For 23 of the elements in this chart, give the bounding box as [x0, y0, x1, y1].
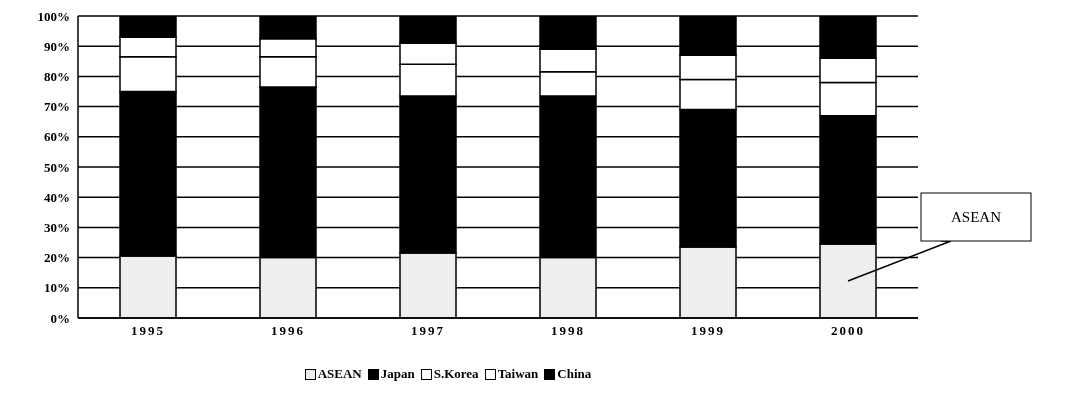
legend-label: China — [556, 366, 592, 382]
x-tick-label: 2000 — [831, 323, 865, 339]
x-tick-label: 1998 — [551, 323, 585, 339]
x-tick-label: 1997 — [411, 323, 445, 339]
legend-label: ASEAN — [316, 366, 362, 382]
legend-label: Taiwan — [496, 366, 539, 382]
x-tick-label: 1995 — [131, 323, 165, 339]
y-tick-label: 0% — [50, 310, 70, 326]
legend-label: Japan — [379, 366, 415, 382]
y-tick-label: 60% — [44, 129, 70, 145]
y-tick-label: 20% — [44, 250, 70, 266]
x-tick-label: 1996 — [271, 323, 305, 339]
x-tick-label: 1999 — [691, 323, 725, 339]
y-tick-label: 100% — [37, 8, 70, 24]
y-tick-label: 90% — [44, 38, 70, 54]
y-tick-label: 40% — [44, 189, 70, 205]
text: ASEAN — [950, 209, 1002, 226]
y-tick-label: 70% — [44, 99, 70, 115]
y-tick-label: 50% — [44, 159, 70, 175]
legend-label: S.Korea — [432, 366, 479, 382]
y-tick-label: 30% — [44, 220, 70, 236]
y-tick-label: 80% — [44, 69, 70, 85]
y-tick-label: 10% — [44, 280, 70, 296]
